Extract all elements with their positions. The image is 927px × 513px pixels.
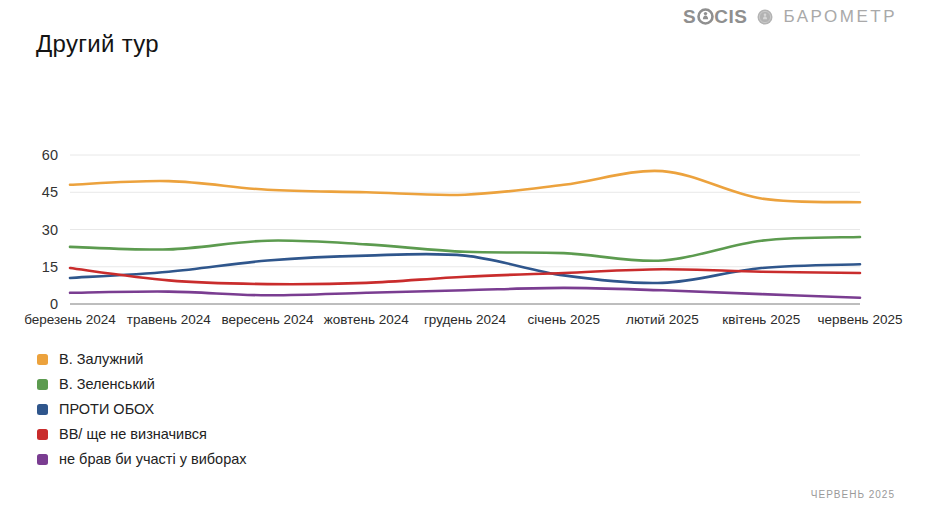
- legend-label: В. Залужний: [59, 352, 143, 367]
- legend-item-1: В. Зеленський: [37, 377, 247, 392]
- chart-legend: В. Залужний В. Зеленський ПРОТИ ОБОХ ВВ/ ще…: [37, 352, 247, 467]
- legend-label: В. Зеленський: [59, 377, 155, 392]
- x-tick-label: травень 2024: [127, 312, 211, 327]
- x-tick-label: лютий 2025: [626, 312, 699, 327]
- x-tick-label: квітень 2025: [722, 312, 800, 327]
- legend-item-0: В. Залужний: [37, 352, 247, 367]
- y-tick-label: 0: [50, 296, 58, 312]
- series-line-0: [70, 171, 860, 202]
- legend-item-4: не брав би участі у виборах: [37, 452, 247, 467]
- barometer-logo-text: БАРОМЕТР: [783, 8, 897, 25]
- x-tick-label: червень 2025: [818, 312, 903, 327]
- legend-swatch-icon: [37, 429, 48, 440]
- socis-logo: S CIS: [683, 7, 747, 26]
- x-tick-label: жовтень 2024: [324, 312, 410, 327]
- page: S CIS БАРОМЕТР Другий тур 0 15 30 45 60 берез…: [0, 0, 927, 513]
- legend-swatch-icon: [37, 454, 48, 465]
- page-title: Другий тур: [36, 30, 159, 58]
- legend-swatch-icon: [37, 354, 48, 365]
- socis-logo-part1: S: [683, 7, 696, 26]
- y-tick-label: 45: [42, 184, 58, 200]
- legend-swatch-icon: [37, 379, 48, 390]
- x-tick-label: вересень 2024: [221, 312, 314, 327]
- header-logo: S CIS БАРОМЕТР: [683, 7, 897, 26]
- series-line-4: [70, 288, 860, 298]
- series-line-2: [70, 254, 860, 283]
- legend-label: ВВ/ ще не визначився: [59, 427, 207, 442]
- socis-logo-part2: CIS: [714, 7, 747, 26]
- x-tick-label: березень 2024: [24, 312, 116, 327]
- legend-label: ПРОТИ ОБОХ: [59, 402, 154, 417]
- x-tick-label: січень 2025: [527, 312, 600, 327]
- y-tick-label: 30: [42, 222, 58, 238]
- legend-item-3: ВВ/ ще не визначився: [37, 427, 247, 442]
- x-tick-label: грудень 2024: [424, 312, 507, 327]
- y-tick-label: 60: [42, 147, 58, 163]
- chart-svg: 0 15 30 45 60 березень 2024 травень 2024 вересе…: [0, 140, 927, 340]
- footer-date-note: ЧЕРВЕНЬ 2025: [811, 489, 895, 500]
- y-tick-label: 15: [42, 259, 58, 275]
- line-chart: 0 15 30 45 60 березень 2024 травень 2024 вересе…: [0, 140, 927, 340]
- person-in-circle-icon: [697, 8, 714, 25]
- series-line-1: [70, 237, 860, 261]
- legend-item-2: ПРОТИ ОБОХ: [37, 402, 247, 417]
- legend-swatch-icon: [37, 404, 48, 415]
- coin-icon: [757, 9, 773, 25]
- legend-label: не брав би участі у виборах: [59, 452, 247, 467]
